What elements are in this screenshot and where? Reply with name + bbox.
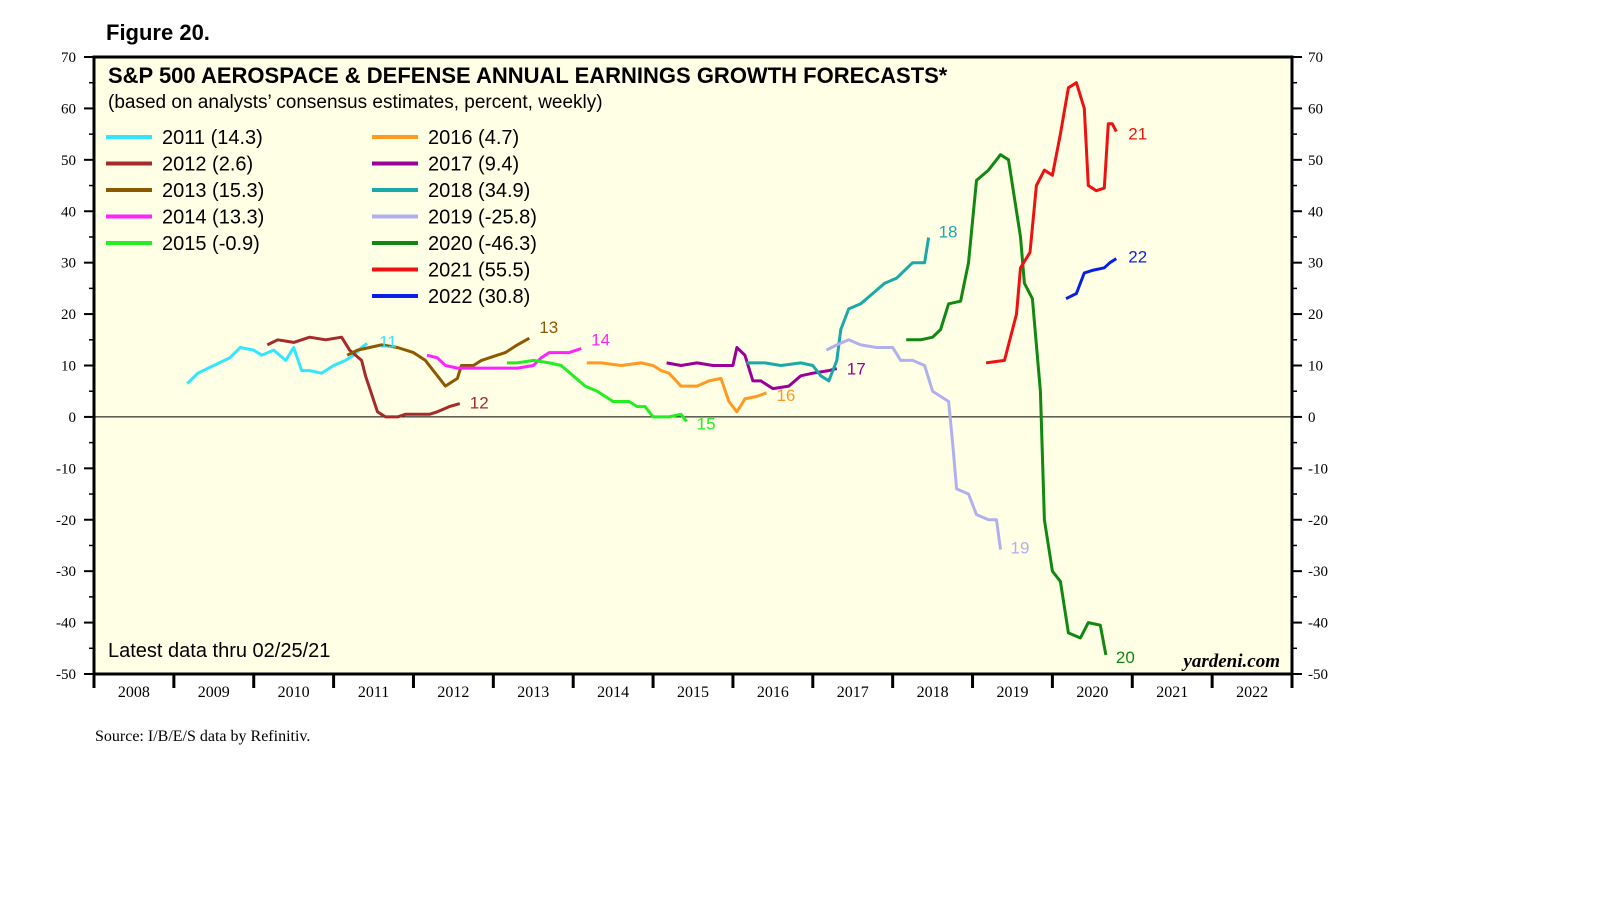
series-end-label-15: 15: [697, 415, 716, 434]
series-line-11: [186, 342, 368, 385]
y-tick-label-right: 30: [1308, 256, 1323, 272]
y-tick-label-right: 20: [1308, 307, 1323, 323]
legend-label-11: 2011 (14.3): [162, 127, 263, 149]
y-tick-label-left: -30: [56, 564, 76, 580]
latest-data-note: Latest data thru 02/25/21: [108, 640, 330, 662]
series-line-15: [506, 358, 688, 423]
y-tick-label-left: -50: [56, 667, 76, 683]
x-tick-label: 2014: [597, 684, 629, 701]
legend-label-18: 2018 (34.9): [428, 180, 530, 202]
series-line-18: [746, 237, 931, 383]
legend-label-13: 2013 (15.3): [162, 180, 264, 202]
series-line-20: [906, 153, 1108, 656]
legend-label-17: 2017 (9.4): [428, 154, 519, 176]
x-tick-label: 2019: [996, 684, 1028, 701]
watermark: yardeni.com: [1181, 651, 1280, 672]
chart-subtitle: (based on analysts’ consensus estimates,…: [108, 92, 603, 113]
y-tick-label-left: 40: [61, 204, 76, 220]
y-tick-label-left: 20: [61, 307, 76, 323]
series-line-17: [666, 346, 838, 391]
x-tick-label: 2021: [1156, 684, 1188, 701]
chart-title: S&P 500 AEROSPACE & DEFENSE ANNUAL EARNI…: [108, 63, 948, 88]
y-tick-label-right: 70: [1308, 50, 1323, 66]
x-tick-label: 2012: [437, 684, 469, 701]
series-line-16: [586, 361, 768, 414]
source-note: Source: I/B/E/S data by Refinitiv.: [95, 728, 311, 745]
series-end-label-14: 14: [591, 331, 610, 350]
x-tick-label: 2016: [757, 684, 789, 701]
x-tick-label: 2015: [677, 684, 709, 701]
legend-label-22: 2022 (30.8): [428, 286, 530, 308]
y-tick-label-left: -40: [56, 616, 76, 632]
y-tick-label-right: -40: [1308, 616, 1328, 632]
legend-label-12: 2012 (2.6): [162, 154, 253, 176]
y-tick-label-left: -10: [56, 461, 76, 477]
y-tick-label-right: 0: [1308, 410, 1316, 426]
series-line-14: [426, 347, 582, 370]
series-line-22: [1065, 257, 1118, 301]
series-end-label-16: 16: [776, 386, 795, 405]
y-tick-label-left: 60: [61, 101, 76, 117]
y-tick-label-right: -30: [1308, 564, 1328, 580]
y-tick-label-right: -10: [1308, 461, 1328, 477]
x-tick-label: 2018: [917, 684, 949, 701]
y-tick-label-left: 30: [61, 256, 76, 272]
x-tick-label: 2009: [198, 684, 230, 701]
series-end-label-19: 19: [1010, 539, 1029, 558]
x-tick-label: 2013: [517, 684, 549, 701]
y-tick-label-left: 70: [61, 50, 76, 66]
x-tick-label: 2017: [837, 684, 869, 701]
series-line-13: [346, 336, 531, 388]
y-tick-label-right: 60: [1308, 101, 1323, 117]
series-end-label-13: 13: [539, 318, 558, 337]
legend-label-20: 2020 (-46.3): [428, 233, 537, 255]
legend-label-21: 2021 (55.5): [428, 260, 530, 282]
figure-label: Figure 20.: [106, 20, 210, 45]
x-tick-label: 2011: [358, 684, 389, 701]
y-tick-label-left: -20: [56, 513, 76, 529]
y-tick-label-right: 40: [1308, 204, 1323, 220]
legend-label-14: 2014 (13.3): [162, 207, 264, 229]
series-end-label-17: 17: [847, 360, 866, 379]
series-end-label-18: 18: [939, 222, 958, 241]
legend-label-15: 2015 (-0.9): [162, 233, 260, 255]
x-tick-label: 2008: [118, 684, 150, 701]
y-tick-label-left: 10: [61, 359, 76, 375]
series-end-label-12: 12: [470, 394, 489, 413]
series-end-label-20: 20: [1116, 648, 1135, 667]
plot-background: [92, 55, 1294, 676]
legend-label-16: 2016 (4.7): [428, 127, 519, 149]
y-tick-label-left: 50: [61, 153, 76, 169]
x-tick-label: 2010: [278, 684, 310, 701]
x-tick-label: 2022: [1236, 684, 1268, 701]
x-tick-label: 2020: [1076, 684, 1108, 701]
y-tick-label-right: -50: [1308, 667, 1328, 683]
y-tick-label-left: 0: [69, 410, 77, 426]
y-tick-label-right: 50: [1308, 153, 1323, 169]
y-tick-label-right: 10: [1308, 359, 1323, 375]
series-line-19: [825, 338, 1002, 550]
series-line-21: [985, 81, 1118, 365]
series-line-12: [266, 335, 461, 419]
series-end-label-21: 21: [1128, 125, 1147, 144]
series-end-label-22: 22: [1128, 248, 1147, 267]
series-end-label-11: 11: [379, 332, 397, 351]
y-tick-label-right: -20: [1308, 513, 1328, 529]
legend-label-19: 2019 (-25.8): [428, 207, 537, 229]
